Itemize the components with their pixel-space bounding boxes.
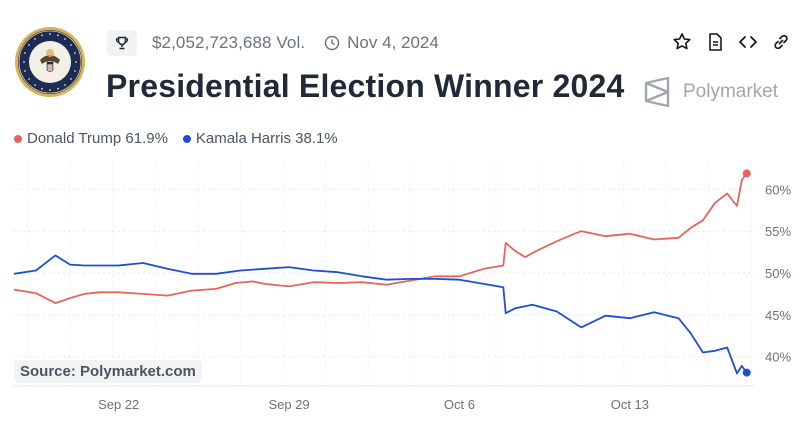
volume-text: $2,052,723,688 Vol. xyxy=(152,33,306,52)
series-endpoint-harris xyxy=(742,368,751,377)
legend-item-harris: Kamala Harris 38.1% xyxy=(182,130,338,147)
x-tick-label: Oct 13 xyxy=(611,397,649,412)
trump-color-dot xyxy=(14,134,22,143)
link-icon[interactable] xyxy=(771,31,791,53)
action-icons xyxy=(672,31,791,53)
legend-label-harris: Kamala Harris 38.1% xyxy=(195,130,338,147)
x-tick-label: Oct 6 xyxy=(444,397,475,412)
series-endpoint-trump xyxy=(742,169,751,178)
market-meta: $2,052,723,688 Vol. Nov 4, 2024 xyxy=(107,30,439,56)
y-tick-label: 60% xyxy=(765,182,791,197)
y-tick-label: 55% xyxy=(765,224,791,239)
x-tick-label: Sep 22 xyxy=(98,397,139,412)
embed-code-icon[interactable] xyxy=(738,31,758,53)
document-icon[interactable] xyxy=(705,31,725,53)
series-line-harris xyxy=(13,254,748,375)
trophy-icon[interactable] xyxy=(107,30,137,56)
presidential-seal-logo xyxy=(15,27,85,97)
brand-name: Polymarket xyxy=(683,81,779,102)
end-date-text: Nov 4, 2024 xyxy=(347,33,439,52)
y-tick-label: 50% xyxy=(765,266,791,281)
y-tick-label: 40% xyxy=(765,350,791,365)
polymarket-logo-icon xyxy=(644,77,670,107)
chart-legend: Donald Trump 61.9% Kamala Harris 38.1% xyxy=(14,130,353,147)
harris-color-dot xyxy=(182,134,191,143)
source-badge: Source: Polymarket.com xyxy=(14,360,202,383)
clock-icon xyxy=(323,34,341,52)
legend-item-trump: Donald Trump 61.9% xyxy=(14,130,168,147)
star-icon[interactable] xyxy=(672,31,692,53)
page-title: Presidential Election Winner 2024 xyxy=(106,68,625,104)
legend-label-trump: Donald Trump 61.9% xyxy=(27,130,168,147)
x-tick-label: Sep 29 xyxy=(268,397,309,412)
series-line-trump xyxy=(13,172,748,305)
y-tick-label: 45% xyxy=(765,308,791,323)
polymarket-brand: Polymarket xyxy=(643,77,778,107)
